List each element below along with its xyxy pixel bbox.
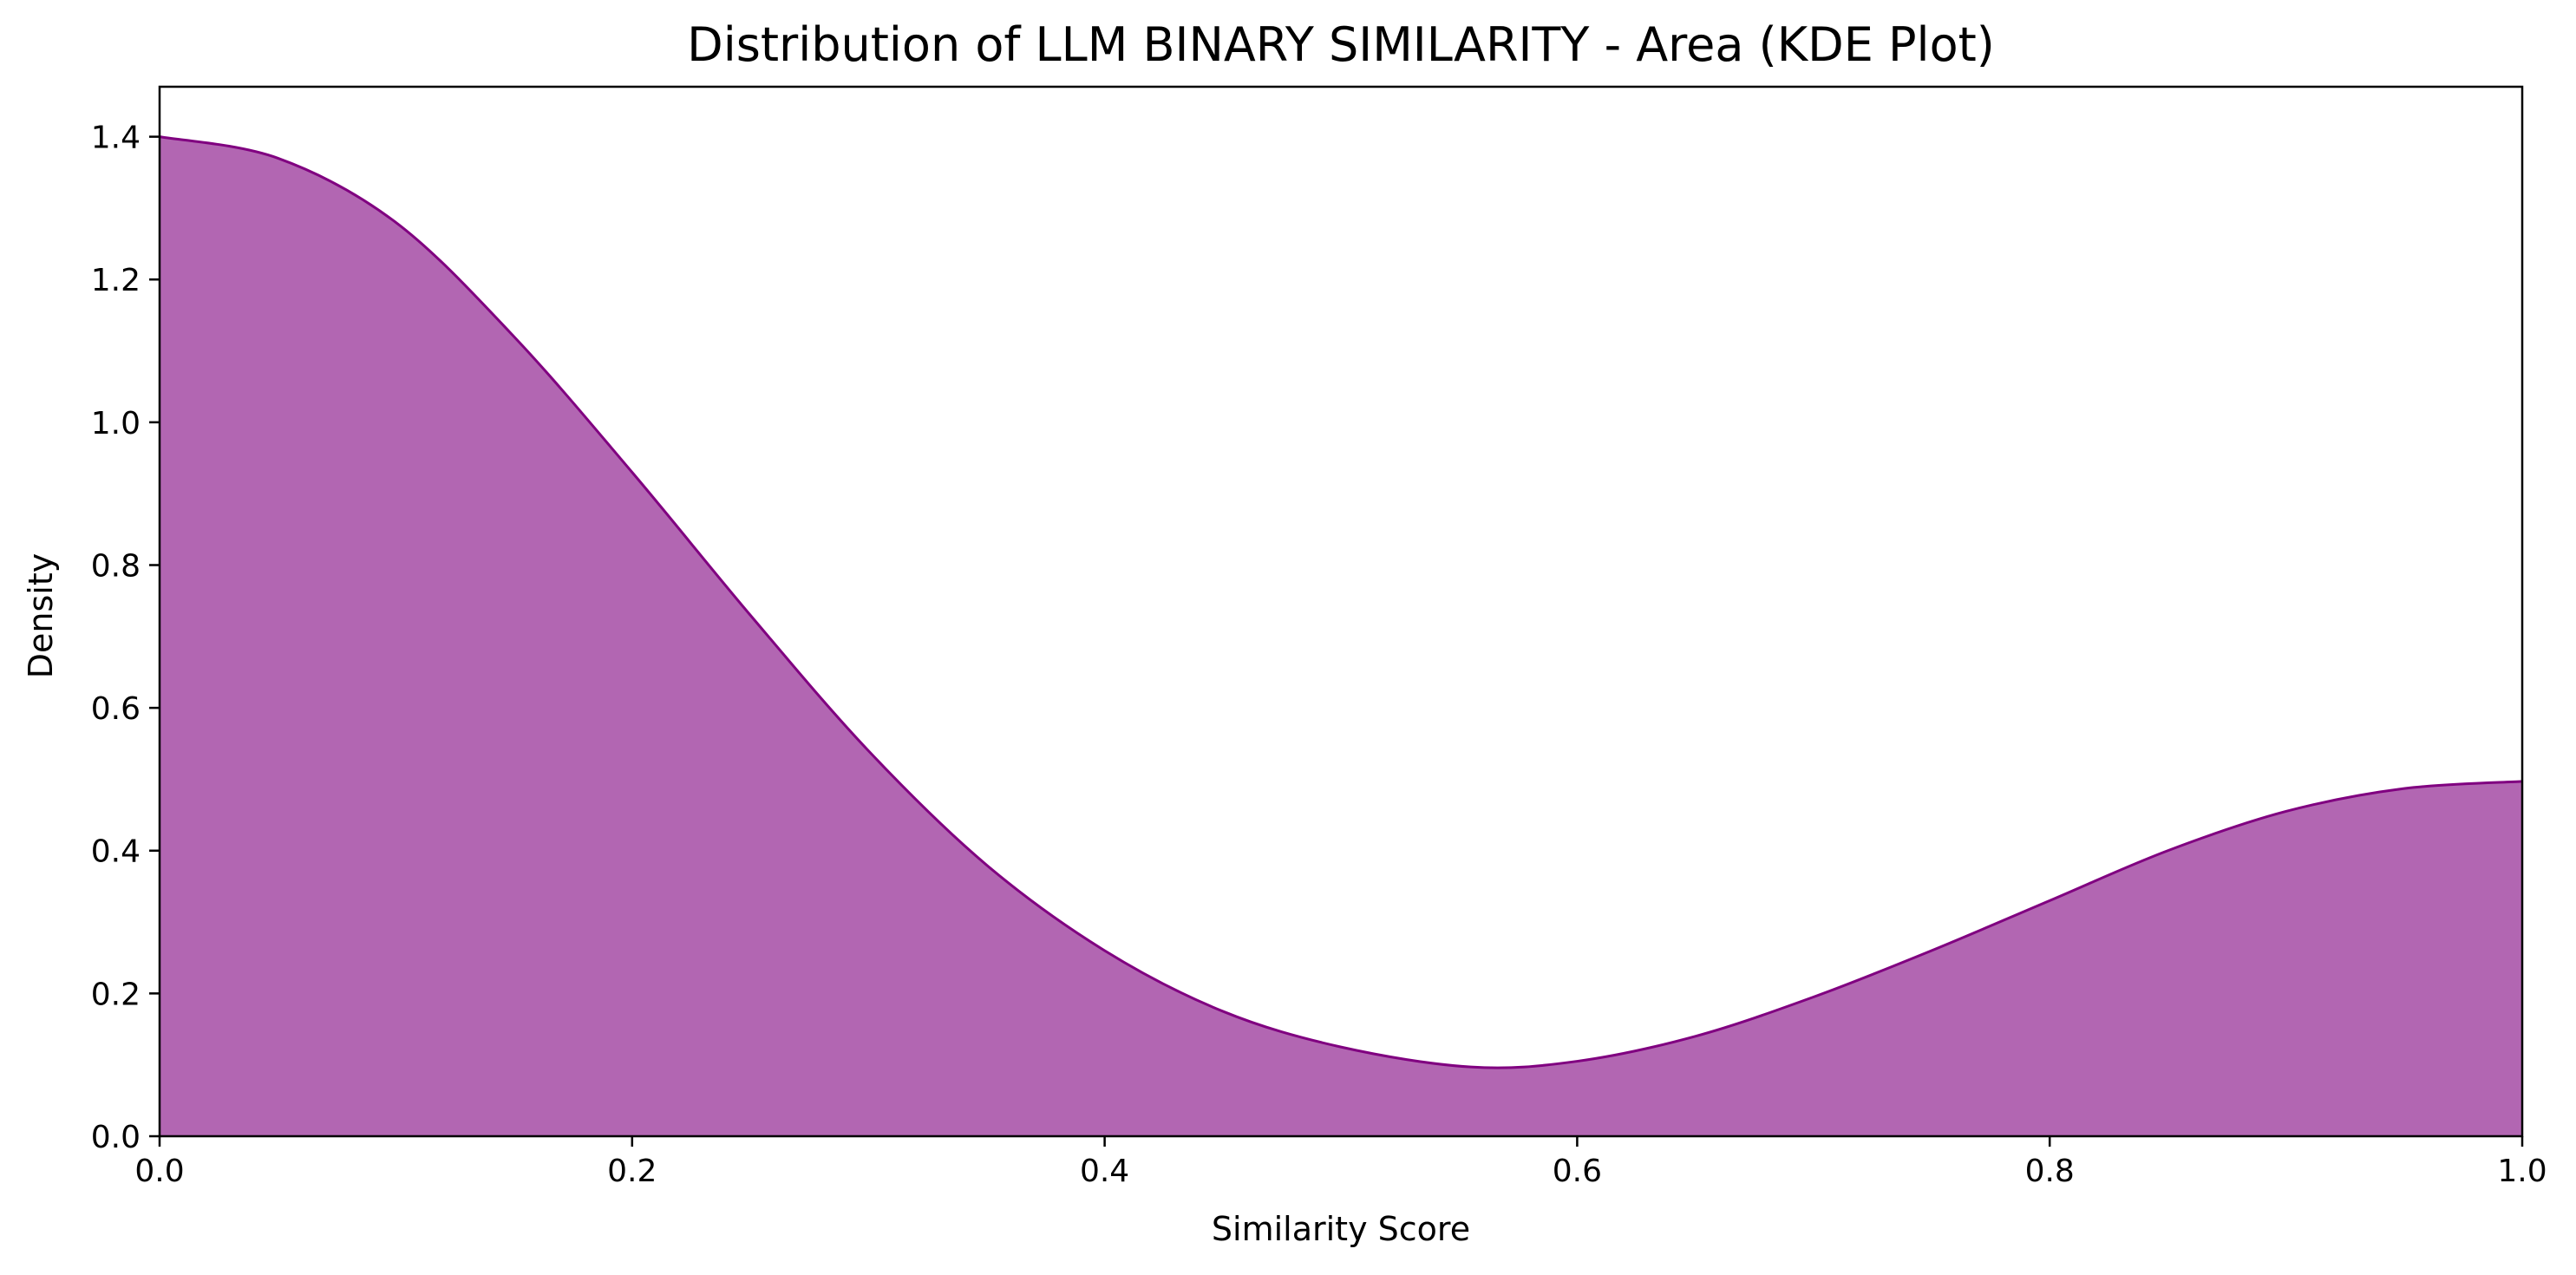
y-tick-label: 1.0 xyxy=(91,406,141,441)
x-tick-label: 1.0 xyxy=(2497,1154,2547,1189)
x-tick-label: 0.2 xyxy=(607,1154,657,1189)
y-tick-label: 0.8 xyxy=(91,548,141,584)
y-axis-label: Density xyxy=(22,553,60,678)
x-tick-label: 0.8 xyxy=(2025,1154,2075,1189)
chart-title: Distribution of LLM BINARY SIMILARITY - … xyxy=(687,17,1995,72)
y-tick-label: 0.0 xyxy=(91,1120,141,1155)
x-axis-label: Similarity Score xyxy=(1212,1210,1470,1248)
x-tick-label: 0.0 xyxy=(134,1154,184,1189)
plot-area xyxy=(160,137,2522,1136)
y-tick-label: 0.2 xyxy=(91,977,141,1012)
y-tick-label: 1.2 xyxy=(91,263,141,298)
x-tick-label: 0.4 xyxy=(1080,1154,1129,1189)
y-tick-label: 0.4 xyxy=(91,834,141,870)
kde-area-fill xyxy=(160,137,2522,1136)
y-tick-label: 0.6 xyxy=(91,691,141,727)
x-axis: 0.0 0.2 0.4 0.6 0.8 1.0 xyxy=(134,1136,2547,1189)
y-tick-label: 1.4 xyxy=(91,121,141,156)
y-axis: 0.0 0.2 0.4 0.6 0.8 1.0 1.2 1.4 xyxy=(91,121,160,1155)
x-tick-label: 0.6 xyxy=(1553,1154,1602,1189)
